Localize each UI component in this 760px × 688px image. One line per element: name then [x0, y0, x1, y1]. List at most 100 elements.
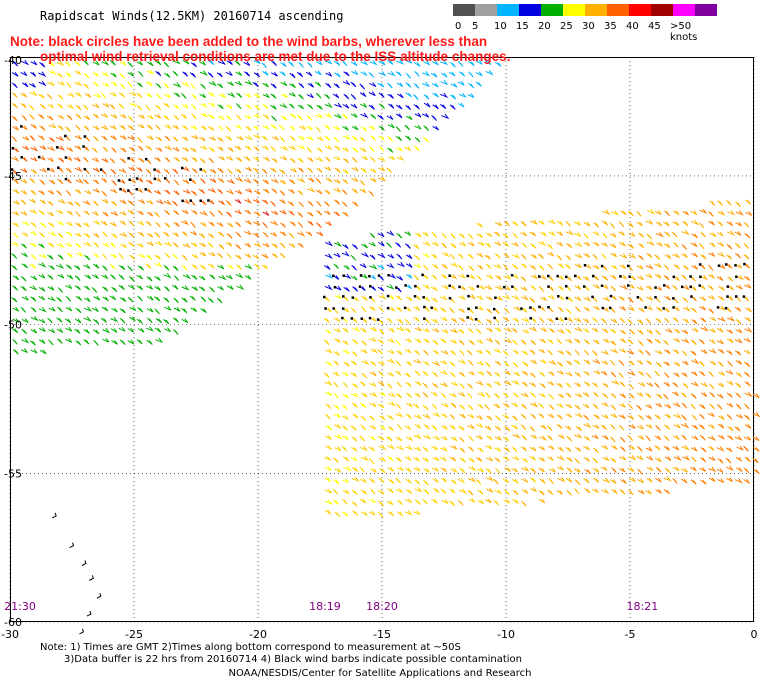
wind-barb	[423, 60, 431, 66]
wind-barb	[601, 488, 610, 495]
wind-barb	[163, 265, 170, 271]
wind-barb	[361, 318, 368, 324]
wind-barb	[637, 349, 644, 355]
wind-barb	[663, 476, 672, 482]
wind-barb	[637, 489, 645, 495]
wind-barb	[663, 307, 670, 313]
wind-barb	[181, 297, 188, 303]
wind-barb	[700, 254, 707, 260]
wind-barb	[341, 147, 349, 152]
wind-barb	[565, 403, 573, 409]
wind-barb	[182, 179, 190, 184]
wind-barb	[352, 510, 359, 516]
wind-barb	[75, 242, 82, 249]
contamination-marker	[368, 316, 372, 320]
wind-barb	[485, 392, 491, 399]
wind-barb	[207, 233, 214, 239]
wind-barb	[636, 275, 644, 281]
wind-barb	[619, 436, 626, 443]
wind-barb	[119, 297, 127, 303]
wind-barb	[467, 370, 475, 376]
contaminated-barb	[81, 560, 87, 566]
wind-barb	[387, 59, 394, 65]
wind-barb	[663, 435, 670, 442]
wind-barb	[101, 306, 109, 312]
wind-barb	[484, 254, 491, 260]
wind-barb	[271, 135, 279, 141]
wind-barb	[145, 168, 152, 175]
wind-barb	[396, 466, 404, 472]
wind-barb	[307, 220, 314, 226]
wind-barb	[65, 306, 73, 312]
wind-barb	[744, 361, 751, 368]
wind-barb	[325, 71, 333, 77]
wind-barb	[377, 286, 385, 292]
wind-barb	[22, 145, 29, 151]
wind-barb	[743, 221, 750, 228]
wind-barb	[468, 61, 475, 67]
wind-barb	[146, 199, 154, 205]
wind-barb	[111, 307, 118, 313]
wind-barb	[414, 338, 422, 344]
wind-barb	[154, 211, 160, 218]
wind-barb	[601, 265, 608, 271]
contamination-marker	[520, 307, 523, 310]
wind-barb	[734, 435, 743, 441]
wind-barb	[529, 372, 536, 378]
wind-barb	[557, 328, 566, 334]
wind-barb	[342, 295, 349, 302]
contamination-marker	[689, 285, 693, 289]
wind-barb	[682, 318, 689, 324]
wind-barb	[672, 382, 679, 388]
wind-barb	[29, 90, 38, 97]
wind-barb	[681, 329, 689, 335]
wind-barb	[664, 295, 671, 301]
wind-barb	[324, 509, 332, 515]
wind-barb	[119, 220, 126, 226]
wind-barb	[680, 274, 687, 280]
wind-barb	[511, 402, 519, 408]
wind-barb	[413, 434, 422, 440]
wind-barb	[236, 103, 242, 110]
wind-barb	[82, 179, 89, 185]
wind-barb	[271, 158, 278, 163]
wind-barb	[602, 296, 611, 302]
wind-barb	[56, 60, 65, 67]
wind-barb	[405, 436, 413, 441]
wind-barb	[726, 243, 733, 250]
contamination-marker	[163, 177, 167, 180]
scale-label: 15	[516, 21, 529, 32]
wind-barb	[699, 371, 706, 377]
wind-barb	[386, 263, 395, 269]
wind-barb	[618, 348, 626, 353]
wind-barb	[404, 124, 410, 131]
wind-barb	[494, 457, 501, 463]
contamination-marker	[654, 296, 657, 299]
wind-barb	[529, 487, 537, 493]
wind-barb	[359, 498, 367, 504]
wind-barb	[477, 447, 484, 453]
wind-barb	[350, 113, 358, 118]
wind-barb	[717, 434, 725, 440]
wind-barb	[682, 455, 691, 461]
wind-barb	[734, 350, 742, 356]
wind-barb	[423, 489, 430, 495]
wind-barb	[11, 297, 18, 303]
wind-barb	[734, 426, 741, 432]
wind-barb	[216, 83, 224, 89]
wind-barb	[672, 477, 678, 484]
wind-barb	[709, 403, 715, 410]
wind-barb	[726, 477, 733, 483]
wind-barb	[655, 349, 663, 355]
wind-barb	[432, 456, 440, 462]
wind-barb	[127, 296, 134, 303]
contamination-marker	[557, 295, 560, 298]
wind-barb	[172, 124, 179, 130]
wind-barb	[200, 200, 207, 206]
wind-barb	[413, 446, 422, 452]
wind-barb	[129, 178, 136, 184]
wind-barb	[333, 317, 341, 322]
wind-barb	[503, 327, 513, 333]
wind-barb	[127, 115, 134, 122]
wind-barb	[637, 340, 644, 346]
